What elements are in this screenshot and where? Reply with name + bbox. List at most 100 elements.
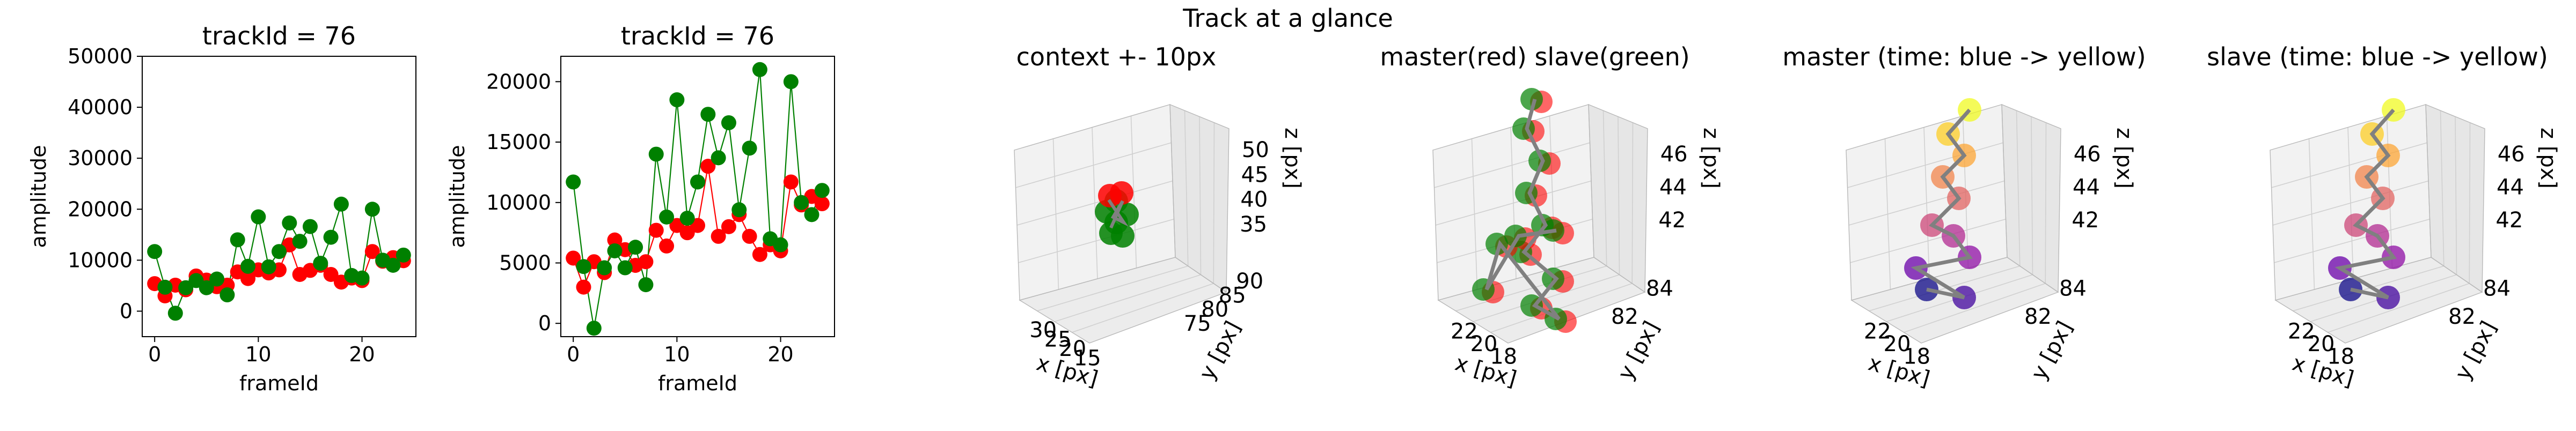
x-tick-label: 20: [2308, 332, 2335, 356]
series-1-point: [752, 247, 767, 262]
series-2-point: [272, 244, 287, 259]
suptitle: Track at a glance: [1182, 4, 1393, 33]
x-tick-label: 20: [767, 343, 793, 366]
y-tick-label: 40000: [68, 95, 133, 119]
x-tick-label: 18: [1903, 344, 1930, 369]
series-2-point: [157, 279, 173, 295]
y-tick-label: 10000: [486, 191, 551, 214]
x-tick-label: 20: [1884, 332, 1911, 356]
grid-line: [2328, 283, 2470, 333]
series-1-point: [700, 159, 716, 174]
y-tick-label: 84: [2483, 276, 2511, 301]
track-line: [1107, 199, 1129, 229]
series-2-point: [711, 150, 726, 166]
grid-line: [1018, 218, 1174, 263]
grid-line: [2045, 122, 2047, 284]
series-2-point: [292, 234, 308, 249]
y-tick-label: 82: [2024, 304, 2052, 329]
y-tick-label: 20000: [486, 70, 551, 93]
x-axis-label: frameId: [658, 371, 737, 395]
pane-edge: [2274, 257, 2483, 344]
y-tick-label: 0: [538, 311, 551, 335]
x-tick-label: 18: [1490, 344, 1517, 369]
x-tick-label: 20: [1470, 332, 1498, 356]
y-tick-label: 84: [2059, 276, 2087, 301]
plot-frame: [142, 56, 416, 337]
grid-line: [1631, 122, 1634, 284]
grid-line: [1054, 274, 1201, 322]
y-axis-label: amplitude: [445, 145, 469, 248]
x-tick-label: 15: [1074, 346, 1101, 370]
series-2-point: [773, 237, 788, 252]
grid-line: [1455, 265, 1607, 311]
series-2-point: [628, 240, 643, 255]
pane-edge: [1850, 257, 2059, 344]
series-2-point: [679, 211, 695, 226]
z-tick-label: 44: [2497, 175, 2524, 200]
series-2-point: [385, 257, 401, 273]
series-1-point: [364, 244, 380, 259]
x-tick-label: 18: [2327, 344, 2354, 369]
grid-line: [1869, 265, 2020, 311]
series-2-point: [302, 219, 318, 234]
z-tick-label: 46: [2074, 142, 2101, 167]
x-tick-label: 0: [567, 343, 580, 366]
grid-line: [1072, 283, 1214, 333]
y-tick-label: 82: [2448, 304, 2476, 329]
slave-point: [1504, 225, 1527, 247]
line-chart-1: 0 10 20 0 10000 20000 30000 40000 50000 trackId =…: [27, 21, 416, 395]
z-tick-label: 42: [2496, 208, 2523, 233]
x-tick-label: 10: [245, 343, 271, 366]
y-tick-label: 82: [1611, 304, 1638, 329]
series-1-point: [323, 266, 339, 282]
series-2-point: [607, 243, 623, 258]
y-tick-label: 84: [1646, 276, 1673, 301]
series-2-point: [282, 215, 297, 231]
series-2-point: [814, 183, 830, 198]
series-1-point: [566, 250, 581, 266]
series-2-point: [147, 244, 163, 259]
x-tick-label: 25: [1044, 327, 1072, 352]
series-2-point: [199, 280, 214, 295]
series-1-point: [783, 174, 799, 190]
y-tick-label: 0: [120, 299, 133, 323]
series-2-point: [323, 229, 339, 245]
series-2-point: [219, 287, 235, 303]
chart-title: master (time: blue -> yellow): [1782, 42, 2146, 71]
series-2-point: [597, 260, 612, 276]
series-1-point: [648, 222, 664, 238]
grid-line: [2440, 110, 2445, 266]
z-axis-label: z [px]: [2112, 128, 2136, 189]
series-1-point: [576, 279, 591, 295]
series-2-point: [669, 92, 685, 108]
z-tick-label: 44: [2073, 175, 2100, 200]
series-1-point: [240, 271, 256, 286]
z-tick-label: 40: [1240, 188, 1268, 212]
data-point: [1111, 224, 1135, 248]
grid-line: [2274, 218, 2430, 263]
series-2-point: [576, 259, 591, 274]
grid-line: [1184, 110, 1189, 266]
y-tick-label: 10000: [68, 248, 133, 272]
pane-edge: [1019, 257, 1227, 344]
z-axis-label: z [px]: [2536, 128, 2560, 189]
slave-point: [1520, 88, 1543, 110]
z-axis-label: z [px]: [1280, 128, 1305, 189]
series-2-point: [167, 306, 183, 321]
z-tick-label: 50: [1242, 138, 1269, 162]
x-tick-label: 0: [148, 343, 161, 366]
grid-line: [1549, 116, 1556, 269]
grid-line: [2455, 116, 2457, 275]
x-tick-label: 20: [349, 343, 375, 366]
x-tick-label: 22: [2288, 319, 2315, 344]
grid-line: [1213, 122, 1215, 284]
grid-line: [2031, 116, 2033, 275]
x-tick-label: 22: [1451, 319, 1478, 344]
series-2-point: [690, 174, 705, 190]
y-tick-label: 50000: [68, 44, 133, 68]
series-2-point: [230, 232, 245, 248]
